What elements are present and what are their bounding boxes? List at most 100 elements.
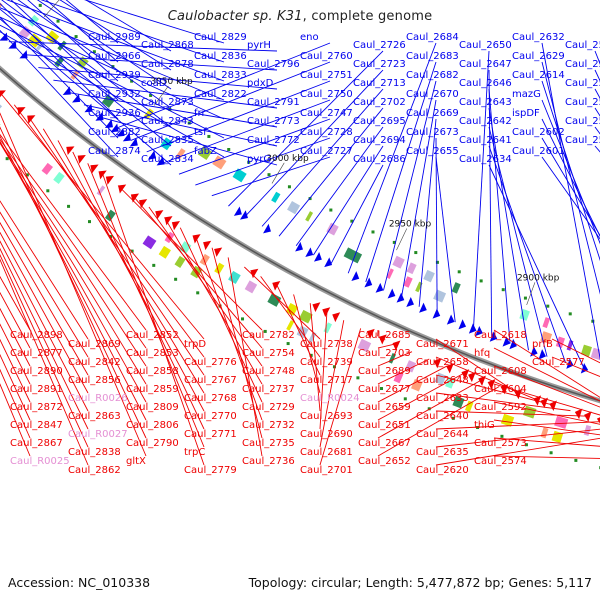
forward-connector-line (114, 42, 331, 130)
forward-gene-label: Caul_2713 (353, 78, 406, 89)
reverse-connector-line (276, 285, 321, 376)
reverse-gene-label: Caul_2658 (416, 357, 469, 368)
reverse-connector-line (102, 174, 205, 466)
marker-dash (287, 185, 291, 189)
reverse-gene-label: Caul_2739 (300, 357, 353, 368)
reverse-connector-line (551, 356, 600, 377)
forward-gene-label: Caul_2614 (512, 70, 565, 81)
reverse-gene-arrow (332, 312, 341, 323)
cog-feature-block (228, 270, 241, 284)
reverse-connector-line (13, 104, 205, 358)
cog-feature-block (298, 309, 313, 324)
marker-dash (263, 329, 267, 333)
marker-dash (247, 160, 251, 164)
marker-dash (196, 291, 200, 295)
accession-text: Accession: NC_010338 (8, 575, 151, 590)
cog-feature-block (542, 317, 551, 329)
reverse-gene-label: Caul_2604 (474, 384, 527, 395)
reverse-gene-label: Caul_2776 (184, 357, 237, 368)
marker-dash (549, 451, 553, 455)
reverse-gene-arrow (433, 358, 442, 369)
cog-feature-block (357, 338, 372, 353)
forward-connector-line (541, 99, 600, 245)
forward-gene-label: mazG (512, 89, 541, 100)
reverse-connector-line (435, 410, 589, 417)
reverse-connector-line (493, 419, 600, 436)
reverse-connector-line (0, 240, 89, 412)
forward-gene-label: Caul_2670 (406, 89, 459, 100)
forward-gene-arrow (566, 358, 574, 369)
marker-dash (380, 387, 384, 391)
forward-connector-line (211, 156, 331, 197)
marker-dash (25, 173, 29, 177)
forward-connector-line (99, 116, 278, 166)
forward-connector-line (130, 61, 331, 141)
forward-gene-arrow (104, 119, 113, 129)
forward-gene-label: Caul_2647 (459, 59, 512, 70)
forward-gene-arrow (509, 338, 517, 350)
forward-gene-label: Caul_2772 (247, 135, 300, 146)
forward-connector-line (0, 31, 225, 158)
reverse-connector-line (493, 401, 600, 425)
forward-connector-line (6, 0, 225, 82)
reverse-gene-arrow (77, 155, 86, 164)
reverse-connector-line (0, 133, 147, 331)
reverse-gene-arrow (0, 90, 6, 98)
reverse-connector-line (493, 329, 600, 398)
forward-gene-arrow (95, 112, 104, 121)
marker-dash (371, 230, 375, 234)
marker-dash (427, 407, 431, 411)
forward-connector-line (541, 42, 600, 361)
marker-dash (457, 270, 461, 274)
reverse-gene-label: Caul_2635 (416, 447, 469, 458)
reverse-gene-label: Caul_R0027 (68, 429, 128, 440)
forward-gene-arrow (295, 241, 304, 252)
reverse-gene-label: Caul_2768 (184, 393, 237, 404)
reverse-connector-line (260, 276, 321, 358)
marker-dash (451, 416, 455, 420)
marker-dash (130, 249, 134, 253)
reverse-gene-label: Caul_2770 (184, 411, 237, 422)
reverse-gene-arrow (366, 328, 375, 339)
forward-gene-label: Caul_2646 (459, 78, 512, 89)
forward-gene-arrow (468, 323, 477, 334)
cog-feature-block (308, 331, 317, 343)
reverse-connector-line (435, 374, 553, 406)
forward-gene-arrow (147, 150, 156, 160)
forward-connector-line (488, 164, 585, 370)
reverse-connector-line (0, 138, 147, 349)
forward-gene-label: pdxD (247, 78, 274, 89)
reverse-connector-line (493, 437, 600, 447)
forward-gene-label: pyrH (247, 40, 271, 51)
reverse-connector-line (179, 227, 263, 403)
reverse-gene-label: Caul_R0026 (68, 393, 128, 404)
reverse-gene-arrow (171, 221, 181, 231)
reverse-gene-label: Caul_2872 (10, 402, 63, 413)
forward-gene-label: Caul_2597 (565, 59, 600, 70)
forward-connector-line (541, 137, 600, 237)
forward-gene-label: Caul_2989 (88, 32, 141, 43)
forward-gene-arrow (62, 86, 71, 95)
forward-gene-arrow (489, 331, 498, 342)
reverse-gene-label: Caul_2608 (474, 366, 527, 377)
forward-connector-line (541, 80, 600, 262)
title-suffix: , complete genome (302, 9, 433, 24)
forward-gene-arrow (313, 251, 322, 262)
reverse-connector-line (319, 311, 328, 430)
reverse-connector-line (377, 372, 465, 421)
forward-gene-label: Caul_2629 (512, 51, 565, 62)
forward-gene-arrow (8, 40, 17, 49)
cog-feature-block (41, 162, 53, 175)
reverse-connector-line (0, 142, 147, 385)
reverse-connector-line (0, 92, 205, 340)
forward-gene-label: Caul_2936 (88, 108, 141, 119)
reverse-connector-line (0, 200, 89, 340)
marker-dash (568, 312, 572, 316)
reverse-gene-arrow (312, 302, 321, 313)
reverse-connector-line (435, 428, 600, 448)
cog-feature-block (343, 247, 358, 262)
tick-label: 2900 kbp (517, 273, 560, 283)
forward-gene-arrow (446, 314, 455, 325)
forward-gene-label: Caul_2750 (300, 89, 353, 100)
cog-feature-block (393, 371, 404, 384)
